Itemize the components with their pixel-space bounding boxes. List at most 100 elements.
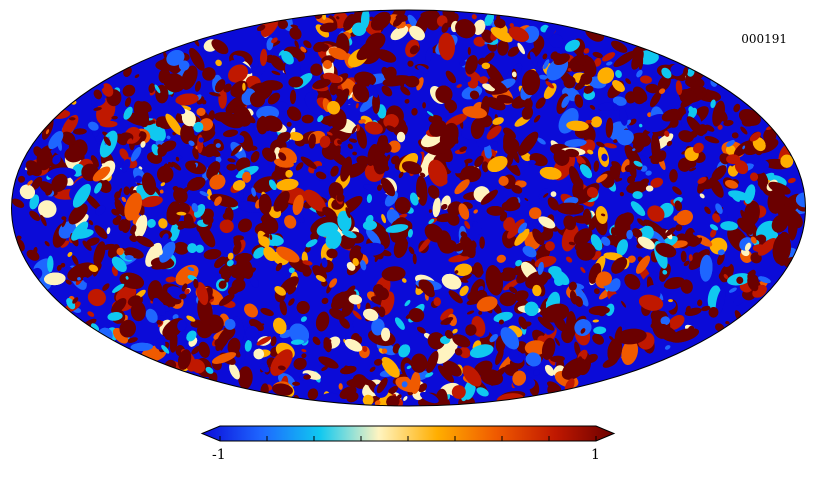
map-blob xyxy=(532,228,545,246)
map-blob xyxy=(98,227,105,234)
map-blob xyxy=(752,136,766,152)
map-blob xyxy=(590,116,603,128)
map-blob xyxy=(497,39,509,56)
map-blob xyxy=(675,80,683,96)
map-blob xyxy=(360,260,367,271)
map-blob xyxy=(336,193,345,202)
map-blob xyxy=(452,328,458,334)
map-blob xyxy=(374,358,383,366)
map-blob xyxy=(543,272,552,280)
map-blob xyxy=(616,239,628,256)
map-blob xyxy=(704,136,720,144)
map-blob xyxy=(693,142,704,154)
map-blob xyxy=(121,196,127,203)
map-blob xyxy=(238,218,252,233)
map-blob xyxy=(469,90,480,100)
map-blob xyxy=(261,217,267,225)
map-blob xyxy=(73,128,87,135)
map-blob xyxy=(88,220,94,226)
map-blob xyxy=(294,40,299,49)
map-blob xyxy=(723,274,729,279)
map-blob xyxy=(288,76,304,88)
map-blob xyxy=(87,311,95,317)
map-blob xyxy=(184,288,190,295)
map-blob xyxy=(418,237,432,252)
map-blob xyxy=(230,144,242,157)
map-blob xyxy=(697,176,707,184)
map-blob xyxy=(556,258,564,264)
map-blob xyxy=(669,169,678,183)
map-blob xyxy=(93,89,102,100)
map-blob xyxy=(454,270,459,274)
map-blob xyxy=(503,127,516,140)
map-blob xyxy=(360,10,370,30)
map-blob xyxy=(539,166,562,180)
map-blob xyxy=(579,164,593,179)
map-blob xyxy=(538,188,550,201)
map-blob xyxy=(611,227,617,237)
map-blob xyxy=(307,388,319,400)
map-blob xyxy=(594,57,602,67)
map-blob xyxy=(643,219,665,235)
map-blob xyxy=(258,193,272,215)
map-blob xyxy=(426,350,439,373)
map-blob xyxy=(568,55,580,67)
map-blob xyxy=(409,45,419,55)
map-blob xyxy=(593,160,600,172)
map-blob xyxy=(665,227,676,237)
map-blob xyxy=(712,100,725,127)
map-blob xyxy=(315,274,326,283)
map-blob xyxy=(303,374,311,380)
map-blob xyxy=(710,99,716,109)
map-blob xyxy=(401,381,408,388)
map-blob xyxy=(233,237,242,251)
map-identifier-label: 000191 xyxy=(741,32,787,46)
map-blob xyxy=(603,143,617,149)
map-blob xyxy=(140,141,146,148)
map-blob xyxy=(179,293,187,300)
map-blob xyxy=(731,132,739,139)
map-blob xyxy=(452,242,467,252)
map-blob xyxy=(767,188,786,214)
map-blob xyxy=(602,52,616,62)
map-blob xyxy=(374,253,379,263)
map-blob xyxy=(162,163,168,170)
map-blob xyxy=(428,209,433,213)
map-blob xyxy=(254,83,263,94)
map-blob xyxy=(483,52,495,64)
map-blob xyxy=(645,83,660,94)
map-blob xyxy=(214,338,221,346)
map-blob xyxy=(473,36,486,47)
map-blob xyxy=(720,221,738,231)
map-blob xyxy=(427,111,434,117)
map-blob xyxy=(633,160,643,167)
map-blob xyxy=(312,265,327,281)
map-blob xyxy=(303,40,312,49)
map-blob xyxy=(521,69,541,96)
map-blob xyxy=(133,100,150,128)
map-blob xyxy=(208,110,215,122)
map-blob xyxy=(321,366,328,371)
map-blob xyxy=(312,78,331,89)
map-blob xyxy=(780,154,794,168)
map-blob xyxy=(598,102,614,111)
map-blob xyxy=(157,144,162,148)
mollweide-sky-map xyxy=(11,10,806,406)
map-blob xyxy=(740,126,748,135)
map-blob xyxy=(699,254,713,282)
map-blob xyxy=(624,273,641,290)
map-blob xyxy=(525,271,549,289)
map-blob xyxy=(101,83,114,97)
map-blob xyxy=(310,232,319,241)
map-blob xyxy=(274,158,294,168)
colorbar-min-label: -1 xyxy=(212,447,226,463)
map-blob xyxy=(697,299,703,307)
map-blob xyxy=(192,147,199,160)
map-blob xyxy=(276,178,299,191)
map-blob xyxy=(118,188,123,196)
map-blob xyxy=(747,229,754,235)
map-blob xyxy=(420,392,439,404)
map-blob xyxy=(383,114,399,129)
map-blob xyxy=(480,369,504,386)
map-blob xyxy=(295,162,304,171)
